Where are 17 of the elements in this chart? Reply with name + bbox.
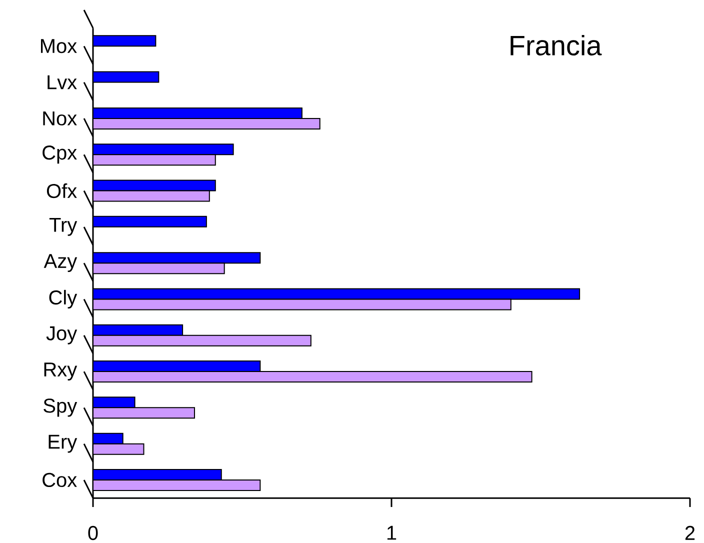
y-tick-label: Cly: [49, 290, 78, 309]
y-tick-label: Try: [49, 218, 78, 236]
y-tick-label: Lvx: [48, 75, 77, 90]
x-tick-label: 0: [88, 526, 98, 540]
x-tick-label: 2: [685, 526, 695, 540]
chart-title: Francia: [510, 34, 602, 56]
y-tick-label: Mox: [41, 39, 77, 54]
y-tick-label: Ery: [48, 434, 78, 453]
y-tick-label: Azy: [44, 254, 78, 272]
y-tick-label: Joy: [46, 326, 78, 344]
y-tick-label: Cpx: [42, 146, 77, 164]
y-tick-label: Cox: [42, 472, 77, 488]
y-tick-label: Ofx: [46, 183, 77, 198]
x-tick-label: 1: [387, 526, 396, 540]
y-tick-label: Nox: [43, 111, 77, 126]
y-tick-label: Rxy: [44, 362, 78, 380]
y-tick-label: Spy: [44, 398, 78, 417]
